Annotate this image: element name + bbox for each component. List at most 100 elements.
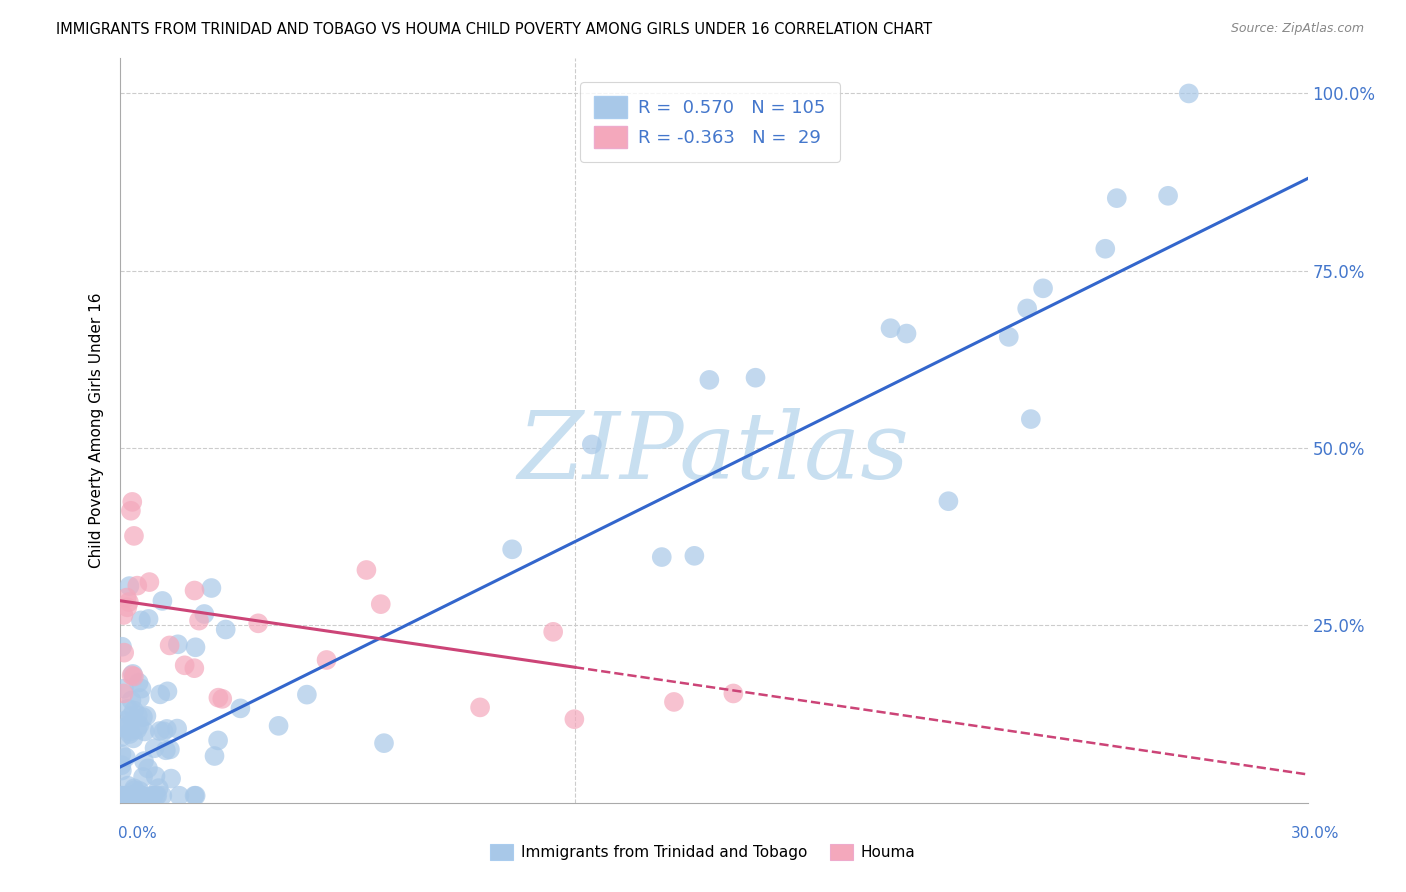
Point: [118, 727, 141, 741]
Point: [122, 781, 145, 796]
Point: [143, 741, 166, 756]
Point: [122, 669, 145, 683]
Text: 0.0%: 0.0%: [118, 827, 157, 841]
Point: [156, 722, 179, 736]
Point: [1178, 87, 1201, 101]
Point: [132, 710, 155, 724]
Point: [142, 789, 165, 803]
Point: [111, 789, 134, 803]
Point: [118, 595, 141, 609]
Point: [183, 661, 205, 675]
Point: [200, 581, 222, 595]
Point: [159, 639, 181, 653]
Point: [184, 789, 207, 803]
Point: [131, 681, 153, 696]
Point: [128, 789, 150, 803]
Point: [204, 749, 226, 764]
Point: [145, 789, 167, 803]
Point: [112, 686, 135, 700]
Point: [134, 724, 156, 739]
Point: [159, 742, 181, 756]
Point: [169, 789, 191, 803]
Point: [120, 693, 142, 707]
Point: [118, 579, 141, 593]
Point: [129, 613, 152, 627]
Point: [207, 690, 229, 705]
Point: [215, 623, 238, 637]
Point: [541, 624, 564, 639]
Point: [1019, 412, 1042, 426]
Point: [128, 784, 150, 798]
Point: [111, 764, 134, 778]
Point: [111, 640, 134, 654]
Point: [138, 612, 160, 626]
Point: [138, 575, 160, 590]
Point: [184, 640, 207, 655]
Point: [110, 758, 132, 772]
Point: [229, 701, 252, 715]
Point: [121, 667, 143, 681]
Point: [207, 733, 229, 747]
Point: [145, 769, 167, 783]
Point: [148, 781, 170, 796]
Point: [122, 703, 145, 717]
Point: [125, 789, 148, 803]
Point: [122, 731, 145, 746]
Point: [188, 614, 211, 628]
Point: [112, 646, 135, 660]
Point: [1017, 301, 1039, 316]
Point: [120, 789, 142, 803]
Y-axis label: Child Poverty Among Girls Under 16: Child Poverty Among Girls Under 16: [89, 293, 104, 568]
Point: [699, 373, 721, 387]
Point: [115, 718, 138, 732]
Point: [468, 700, 491, 714]
Point: [124, 789, 146, 803]
Point: [1032, 281, 1054, 295]
Point: [247, 616, 270, 631]
Point: [183, 583, 205, 598]
Point: [128, 691, 150, 706]
Text: Source: ZipAtlas.com: Source: ZipAtlas.com: [1230, 22, 1364, 36]
Legend: Immigrants from Trinidad and Tobago, Houma: Immigrants from Trinidad and Tobago, Hou…: [484, 838, 922, 866]
Text: ZIPatlas: ZIPatlas: [517, 408, 910, 498]
Point: [117, 600, 139, 615]
Point: [160, 772, 183, 786]
Point: [662, 695, 685, 709]
Point: [117, 779, 139, 793]
Point: [125, 789, 148, 803]
Point: [114, 750, 136, 764]
Text: IMMIGRANTS FROM TRINIDAD AND TOBAGO VS HOUMA CHILD POVERTY AMONG GIRLS UNDER 16 : IMMIGRANTS FROM TRINIDAD AND TOBAGO VS H…: [56, 22, 932, 37]
Point: [295, 688, 318, 702]
Point: [121, 495, 143, 509]
Point: [564, 712, 586, 726]
Point: [651, 550, 673, 565]
Point: [152, 724, 174, 739]
Point: [1105, 191, 1128, 205]
Point: [373, 736, 395, 750]
Point: [112, 721, 135, 735]
Point: [896, 326, 918, 341]
Point: [128, 718, 150, 732]
Point: [166, 722, 188, 736]
Point: [120, 789, 142, 803]
Point: [149, 687, 172, 701]
Point: [183, 789, 205, 803]
Point: [938, 494, 960, 508]
Point: [744, 370, 766, 384]
Point: [683, 549, 706, 563]
Point: [135, 709, 157, 723]
Point: [132, 789, 155, 803]
Point: [315, 653, 337, 667]
Point: [132, 770, 155, 784]
Point: [1157, 188, 1180, 202]
Point: [112, 714, 135, 728]
Point: [125, 789, 148, 803]
Point: [167, 637, 190, 651]
Point: [127, 723, 149, 737]
Point: [115, 591, 138, 605]
Point: [152, 594, 174, 608]
Point: [149, 724, 172, 739]
Point: [501, 542, 523, 557]
Point: [370, 597, 392, 611]
Point: [122, 783, 145, 797]
